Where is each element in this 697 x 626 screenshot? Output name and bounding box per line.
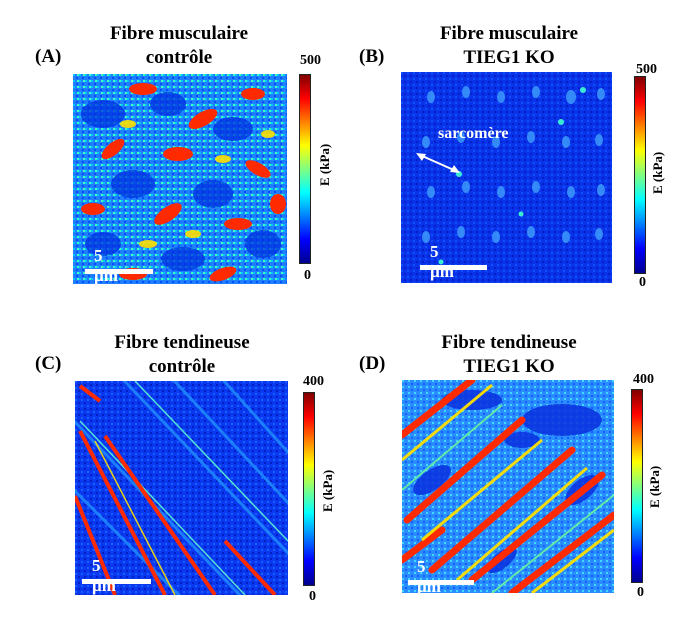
- panel-d-colorbar-unit: E (kPa): [647, 465, 662, 508]
- panel-b-sarcomere-label: sarcomère: [438, 125, 509, 142]
- panel-a-colorbar: [299, 74, 311, 264]
- panel-a-title: Fibre musculaire contrôle: [59, 22, 299, 70]
- panel-d-scale-bar: [408, 580, 474, 585]
- panel-a-label: (A): [35, 46, 62, 67]
- panel-a-scale-label: 5 µm: [94, 246, 118, 285]
- panel-c-colorbar-unit: E (kPa): [320, 469, 335, 512]
- panel-a-title-line1: Fibre musculaire: [109, 23, 249, 44]
- panel-c-title-line2: contrôle: [148, 356, 216, 377]
- panel-c-colorbar: [303, 392, 315, 586]
- panel-a-stiffness-map: [73, 74, 287, 284]
- panel-a-title-line2: contrôle: [145, 47, 213, 68]
- panel-b-title: Fibre musculaire TIEG1 KO: [389, 22, 629, 70]
- panel-d-colorbar-min: 0: [637, 585, 644, 600]
- panel-b-scale-bar: [420, 265, 487, 270]
- panel-d-scale-label: 5 µm: [417, 557, 441, 596]
- panel-c-stiffness-map: [75, 381, 288, 595]
- panel-a-colorbar-unit: E (kPa): [317, 143, 332, 186]
- panel-b-title-line1: Fibre musculaire: [439, 23, 579, 44]
- panel-b-colorbar-min: 0: [639, 275, 646, 290]
- panel-c-colorbar-min: 0: [309, 589, 316, 604]
- panel-c-label: (C): [35, 353, 62, 374]
- panel-d-stiffness-map: [402, 380, 614, 593]
- panel-d-colorbar: [631, 389, 643, 583]
- panel-c-colorbar-max: 400: [303, 374, 324, 389]
- panel-b-colorbar-unit: E (kPa): [650, 151, 665, 194]
- panel-d-title-line1: Fibre tendineuse: [441, 332, 577, 353]
- panel-b-stiffness-map: [401, 72, 612, 283]
- panel-b-colorbar: [634, 76, 646, 274]
- panel-b-scale-label: 5 µm: [430, 242, 454, 281]
- panel-c-title-line1: Fibre tendineuse: [114, 332, 250, 353]
- panel-d-colorbar-max: 400: [633, 372, 654, 387]
- panel-c-scale-bar: [82, 579, 151, 584]
- sarcomere-arrow-icon: [416, 153, 460, 173]
- panel-b-label: (B): [359, 46, 385, 67]
- panel-b-colorbar-max: 500: [636, 62, 657, 77]
- panel-a-colorbar-min: 0: [304, 268, 311, 283]
- panel-d-title: Fibre tendineuse TIEG1 KO: [389, 331, 629, 379]
- panel-b-title-line2: TIEG1 KO: [463, 47, 555, 68]
- panel-c-title: Fibre tendineuse contrôle: [62, 331, 302, 379]
- panel-a-colorbar-max: 500: [300, 53, 321, 68]
- panel-c-scale-label: 5 µm: [92, 556, 116, 595]
- panel-d-label: (D): [359, 353, 386, 374]
- panel-a-scale-bar: [85, 269, 153, 274]
- panel-d-title-line2: TIEG1 KO: [463, 356, 555, 377]
